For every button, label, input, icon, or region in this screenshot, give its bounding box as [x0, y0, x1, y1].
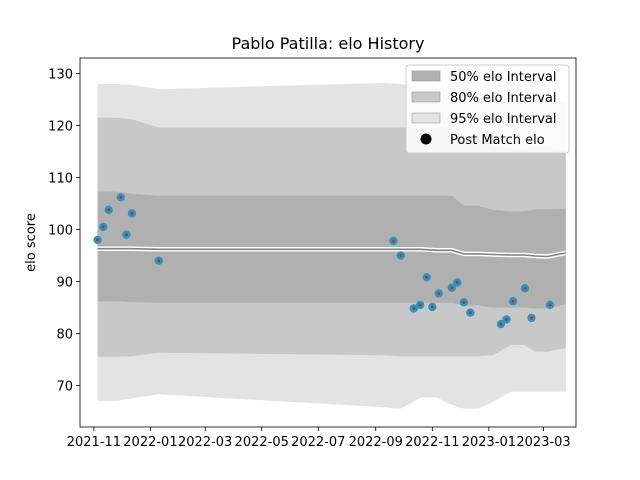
y-tick-label: 110: [48, 172, 73, 187]
legend-box: [405, 64, 570, 154]
y-tick-label: 100: [48, 224, 73, 239]
y-axis-label: elo score: [24, 213, 39, 272]
elo-point-9: [396, 251, 405, 260]
elo-point-center: [130, 211, 134, 215]
elo-point-center: [468, 311, 472, 315]
elo-point-17: [459, 298, 468, 307]
elo-point-11: [416, 300, 425, 310]
x-tick-label: 2023-01: [462, 435, 516, 450]
elo-point-2: [99, 222, 108, 232]
elo-point-center: [430, 305, 434, 309]
elo-point-center: [418, 303, 422, 307]
legend-band-swatch: [411, 112, 441, 124]
elo-point-20: [502, 315, 511, 324]
mean-line: [97, 247, 566, 258]
elo-point-center: [437, 291, 441, 295]
y-tick-label: 120: [48, 120, 73, 135]
elo-point-center: [462, 300, 466, 304]
elo-point-center: [511, 299, 515, 303]
legend-entry-3: 95% elo Interval: [411, 112, 557, 127]
x-tick-label: 2022-09: [349, 435, 403, 450]
elo-point-21: [508, 297, 518, 306]
mean-elo-line: [97, 246, 567, 259]
y-tick-label: 130: [48, 68, 73, 83]
x-tick-label: 2022-11: [405, 435, 459, 450]
elo-point-center: [101, 225, 105, 229]
post-match-elo-points: [93, 193, 555, 329]
elo-point-18: [466, 308, 475, 317]
elo-point-3: [104, 205, 113, 214]
elo-point-center: [450, 286, 454, 290]
elo-point-24: [545, 300, 555, 310]
elo-point-19: [496, 319, 506, 329]
elo-point-center: [124, 233, 128, 237]
elo-point-center: [523, 286, 527, 290]
y-tick-label: 80: [56, 327, 73, 342]
legend-entry-1: 50% elo Interval: [411, 70, 557, 85]
elo-point-13: [428, 302, 437, 312]
elo-point-14: [434, 289, 443, 298]
legend-band-swatch: [411, 70, 441, 82]
y-axis: 70 80 90 100 110 120 130: [48, 68, 80, 394]
x-tick-label: 2021-11: [67, 435, 121, 450]
y-tick-label: 90: [56, 275, 73, 290]
elo-point-center: [529, 316, 534, 320]
elo-point-4: [116, 193, 126, 202]
elo-point-16: [453, 278, 462, 287]
legend-label: 50% elo Interval: [450, 70, 557, 85]
x-tick-label: 2022-07: [291, 435, 345, 450]
x-axis: 2021-11 2022-01 2022-03 2022-05 2022-07 2022-…: [67, 427, 571, 450]
legend-label: 80% elo Interval: [450, 91, 557, 106]
elo-point-7: [154, 256, 163, 265]
x-tick-label: 2023-03: [516, 435, 570, 450]
elo-point-8: [389, 236, 398, 246]
elo-point-center: [119, 195, 123, 199]
legend-marker-swatch: [420, 133, 432, 145]
elo-point-center: [391, 239, 395, 243]
elo-point-center: [412, 306, 416, 311]
elo-point-10: [409, 304, 418, 313]
elo-point-15: [447, 283, 456, 292]
elo-point-center: [399, 253, 403, 258]
elo-point-center: [96, 238, 100, 242]
elo-point-center: [455, 280, 459, 285]
y-tick-label: 70: [56, 379, 73, 394]
legend-label: Post Match elo: [450, 133, 545, 148]
legend-label: 95% elo Interval: [450, 112, 557, 127]
elo-point-center: [425, 275, 429, 279]
chart-title: Pablo Patilla: elo History: [232, 34, 425, 53]
elo-point-center: [504, 317, 509, 321]
elo-point-6: [127, 209, 137, 218]
legend-entry-4: Post Match elo: [420, 133, 545, 148]
interval-bands: [97, 82, 566, 409]
elo-point-center: [107, 208, 111, 212]
x-tick-label: 2022-01: [123, 435, 177, 450]
plot-frame: [79, 57, 577, 428]
x-tick-label: 2022-05: [235, 435, 289, 450]
elo-point-1: [93, 235, 102, 245]
x-tick-label: 2022-03: [178, 435, 232, 450]
elo-point-22: [520, 284, 530, 293]
elo-point-23: [527, 313, 536, 323]
legend-entry-2: 80% elo Interval: [411, 91, 557, 106]
elo-point-center: [548, 303, 552, 307]
elo-point-5: [122, 230, 131, 239]
elo-point-center: [157, 259, 161, 263]
legend-band-swatch: [411, 91, 441, 103]
elo-point-12: [422, 273, 431, 282]
legend: 50% elo Interval 80% elo Interval 95% elo …: [405, 64, 570, 154]
elo-point-center: [499, 322, 503, 326]
